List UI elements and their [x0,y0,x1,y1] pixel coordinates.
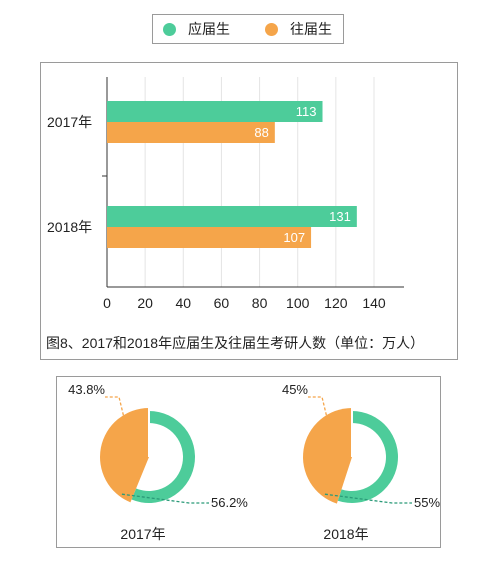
legend-label-fresh: 应届生 [188,21,230,37]
legend-item-fresh: 应届生 [163,20,230,38]
bar-chart-title: 图8、2017和2018年应届生及往届生考研人数（单位：万人） [46,335,424,351]
bar-value-label: 107 [283,230,305,245]
bar-fresh [107,101,323,122]
donut-charts: 43.8% 56.2% 2017年 45% 55% 2018年 [68,382,440,542]
leader-line-fresh [121,493,209,504]
bar-value-label: 113 [296,104,317,119]
donut-slice-past [99,408,149,503]
category-label: 2017年 [47,114,92,130]
donut-slice-fresh [131,411,195,503]
chart-legend: 应届生 往届生 [152,14,344,44]
donut-year-label: 2018年 [323,526,368,542]
category-label: 2018年 [47,219,92,235]
x-tick-label: 20 [137,295,153,311]
bar-past [107,122,275,143]
bar-chart: 113 88 131 107 0 20 40 60 80 100 120 140 2017年 2018… [46,77,424,351]
leader-line-past [308,396,328,416]
x-tick-label: 140 [362,295,386,311]
slice-label-past: 45% [282,382,308,397]
x-tick-label: 0 [103,295,111,311]
donut-slice-fresh [337,411,399,503]
leader-line-past [105,396,125,416]
legend-item-past: 往届生 [265,20,332,38]
slice-label-fresh: 56.2% [211,495,248,510]
legend-label-past: 往届生 [290,21,332,37]
bar-fresh [107,206,357,227]
donut-charts-frame: 43.8% 56.2% 2017年 45% 55% 2018年 [56,376,441,548]
slice-label-fresh: 55% [414,495,440,510]
x-tick-label: 40 [175,295,191,311]
bar-value-label: 88 [254,125,268,140]
x-tick-label: 80 [252,295,268,311]
x-tick-label: 120 [324,295,348,311]
x-tick-label: 100 [286,295,310,311]
bar-past [107,227,312,248]
bar-chart-frame: 113 88 131 107 0 20 40 60 80 100 120 140 2017年 2018… [40,62,458,360]
donut-year-label: 2017年 [120,526,165,542]
bar-value-label: 131 [329,209,351,224]
legend-swatch-past [265,22,278,36]
donut-slice-past [303,408,352,504]
x-tick-label: 60 [214,295,230,311]
slice-label-past: 43.8% [68,382,105,397]
leader-line-fresh [324,493,412,504]
legend-swatch-fresh [163,22,176,36]
